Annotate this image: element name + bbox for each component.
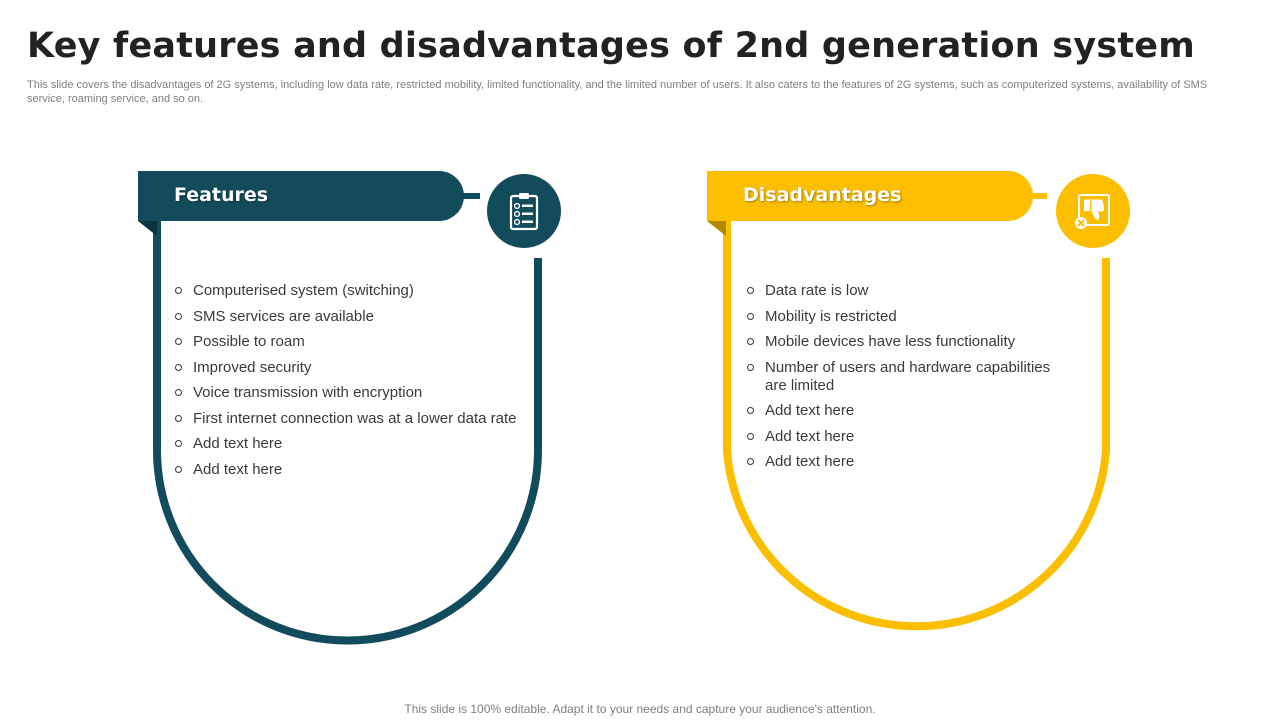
features-header: Features [138,171,464,221]
bullet-circle-icon [175,363,182,371]
list-item: SMS services are available [174,308,524,326]
list-item-text: Voice transmission with encryption [193,384,423,401]
features-header-fold [138,221,157,236]
list-item-text: Add text here [193,435,283,452]
list-item-text: Add text here [193,460,283,478]
list-item-text: Mobile devices have less functionality [765,333,1016,350]
list-item: Mobility is restricted [746,308,1056,326]
bullet-circle-icon [747,363,754,371]
list-item-text: Add text here [765,402,855,419]
thumbs-down-icon [1075,194,1110,229]
list-item: Data rate is low [746,282,1056,300]
list-item: Voice transmission with encryption [174,384,524,402]
list-item: Possible to roam [174,333,524,351]
list-item-text: Improved security [193,358,312,376]
clipboard-checklist-icon [509,193,539,231]
list-item: Add text here [174,461,524,479]
bullet-circle-icon [175,287,182,294]
list-item-text: Computerised system (switching) [193,282,414,299]
bullet-circle-icon [747,407,754,414]
list-item: Number of users and hardware capabilitie… [746,359,1056,395]
list-item: First internet connection was at a lower… [174,410,524,428]
disadvantages-list: Data rate is low Mobility is restricted … [746,282,1056,479]
bullet-circle-icon [747,458,754,465]
list-item: Mobile devices have less functionality [746,333,1056,351]
bullet-circle-icon [175,338,182,345]
bullet-circle-icon [175,440,182,447]
list-item: Add text here [746,453,1056,471]
list-item-text: Possible to roam [193,333,305,350]
list-item: Add text here [746,428,1056,446]
disadvantages-connector [1031,193,1047,199]
features-connector [462,193,480,199]
features-outline-arc [153,218,542,645]
list-item-text: Mobility is restricted [765,307,897,325]
list-item: Add text here [746,402,1056,420]
bullet-circle-icon [175,465,182,473]
features-list: Computerised system (switching) SMS serv… [174,282,524,486]
list-item-text: Data rate is low [765,282,869,299]
slide-footer: This slide is 100% editable. Adapt it to… [404,702,876,716]
list-item-text: Add text here [765,427,855,445]
disadvantages-icon-badge [1056,174,1130,248]
list-item: Improved security [174,359,524,377]
list-item-text: First internet connection was at a lower… [193,409,517,427]
bullet-circle-icon [747,432,754,440]
bullet-circle-icon [175,414,182,422]
disadvantages-outline-arc [723,218,1110,631]
bullet-circle-icon [175,389,182,396]
disadvantages-header-fold [707,221,726,236]
bullet-circle-icon [747,312,754,320]
slide-subtitle: This slide covers the disadvantages of 2… [27,79,1208,105]
bullet-circle-icon [175,312,182,320]
list-item-text: Add text here [765,453,855,470]
list-item: Computerised system (switching) [174,282,524,300]
bullet-circle-icon [747,287,754,294]
disadvantages-header: Disadvantages [707,171,1033,221]
features-icon-badge [487,174,561,248]
list-item: Add text here [174,435,524,453]
slide-title: Key features and disadvantages of 2nd ge… [27,26,1195,66]
list-item-text: SMS services are available [193,307,374,325]
list-item-text: Number of users and hardware capabilitie… [765,358,1051,394]
bullet-circle-icon [747,338,754,345]
